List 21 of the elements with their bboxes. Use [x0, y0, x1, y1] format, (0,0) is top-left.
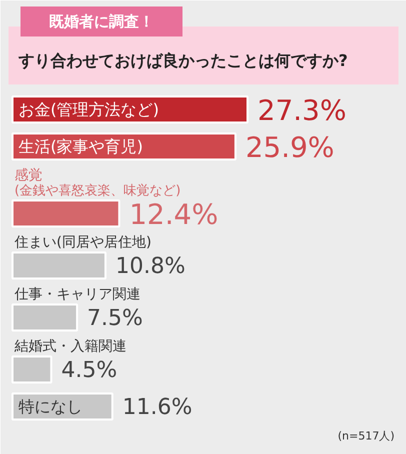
- data-label: 10.8%: [115, 254, 186, 279]
- chart-title: すり合わせておけば良かったことは何ですか?: [18, 51, 348, 70]
- y-tick-label: 特になし: [18, 397, 82, 416]
- data-label: 27.3%: [258, 94, 346, 127]
- bar: [12, 356, 52, 384]
- chart-subtitle: 既婚者に調査！: [49, 12, 154, 30]
- y-tick-label: 感覚 (金銭や喜怒哀楽、味覚など): [14, 168, 181, 198]
- data-label: 4.5%: [61, 358, 118, 383]
- bar: [12, 200, 120, 228]
- y-tick-label: お金(管理方法など): [18, 100, 159, 119]
- data-label: 11.6%: [122, 395, 192, 420]
- data-label: 7.5%: [87, 306, 143, 331]
- y-tick-label: 仕事・キャリア関連: [14, 286, 140, 302]
- y-tick-label: 住まい(同居や居住地): [14, 234, 152, 250]
- y-tick-label: 生活(家事や育児): [18, 137, 143, 156]
- y-tick-label: 結婚式・入籍関連: [14, 338, 126, 354]
- text: (n=517人): [338, 430, 395, 442]
- bar: [12, 304, 78, 332]
- data-label: 12.4%: [129, 198, 218, 231]
- data-label: 25.9%: [245, 131, 334, 164]
- bar: [12, 252, 106, 280]
